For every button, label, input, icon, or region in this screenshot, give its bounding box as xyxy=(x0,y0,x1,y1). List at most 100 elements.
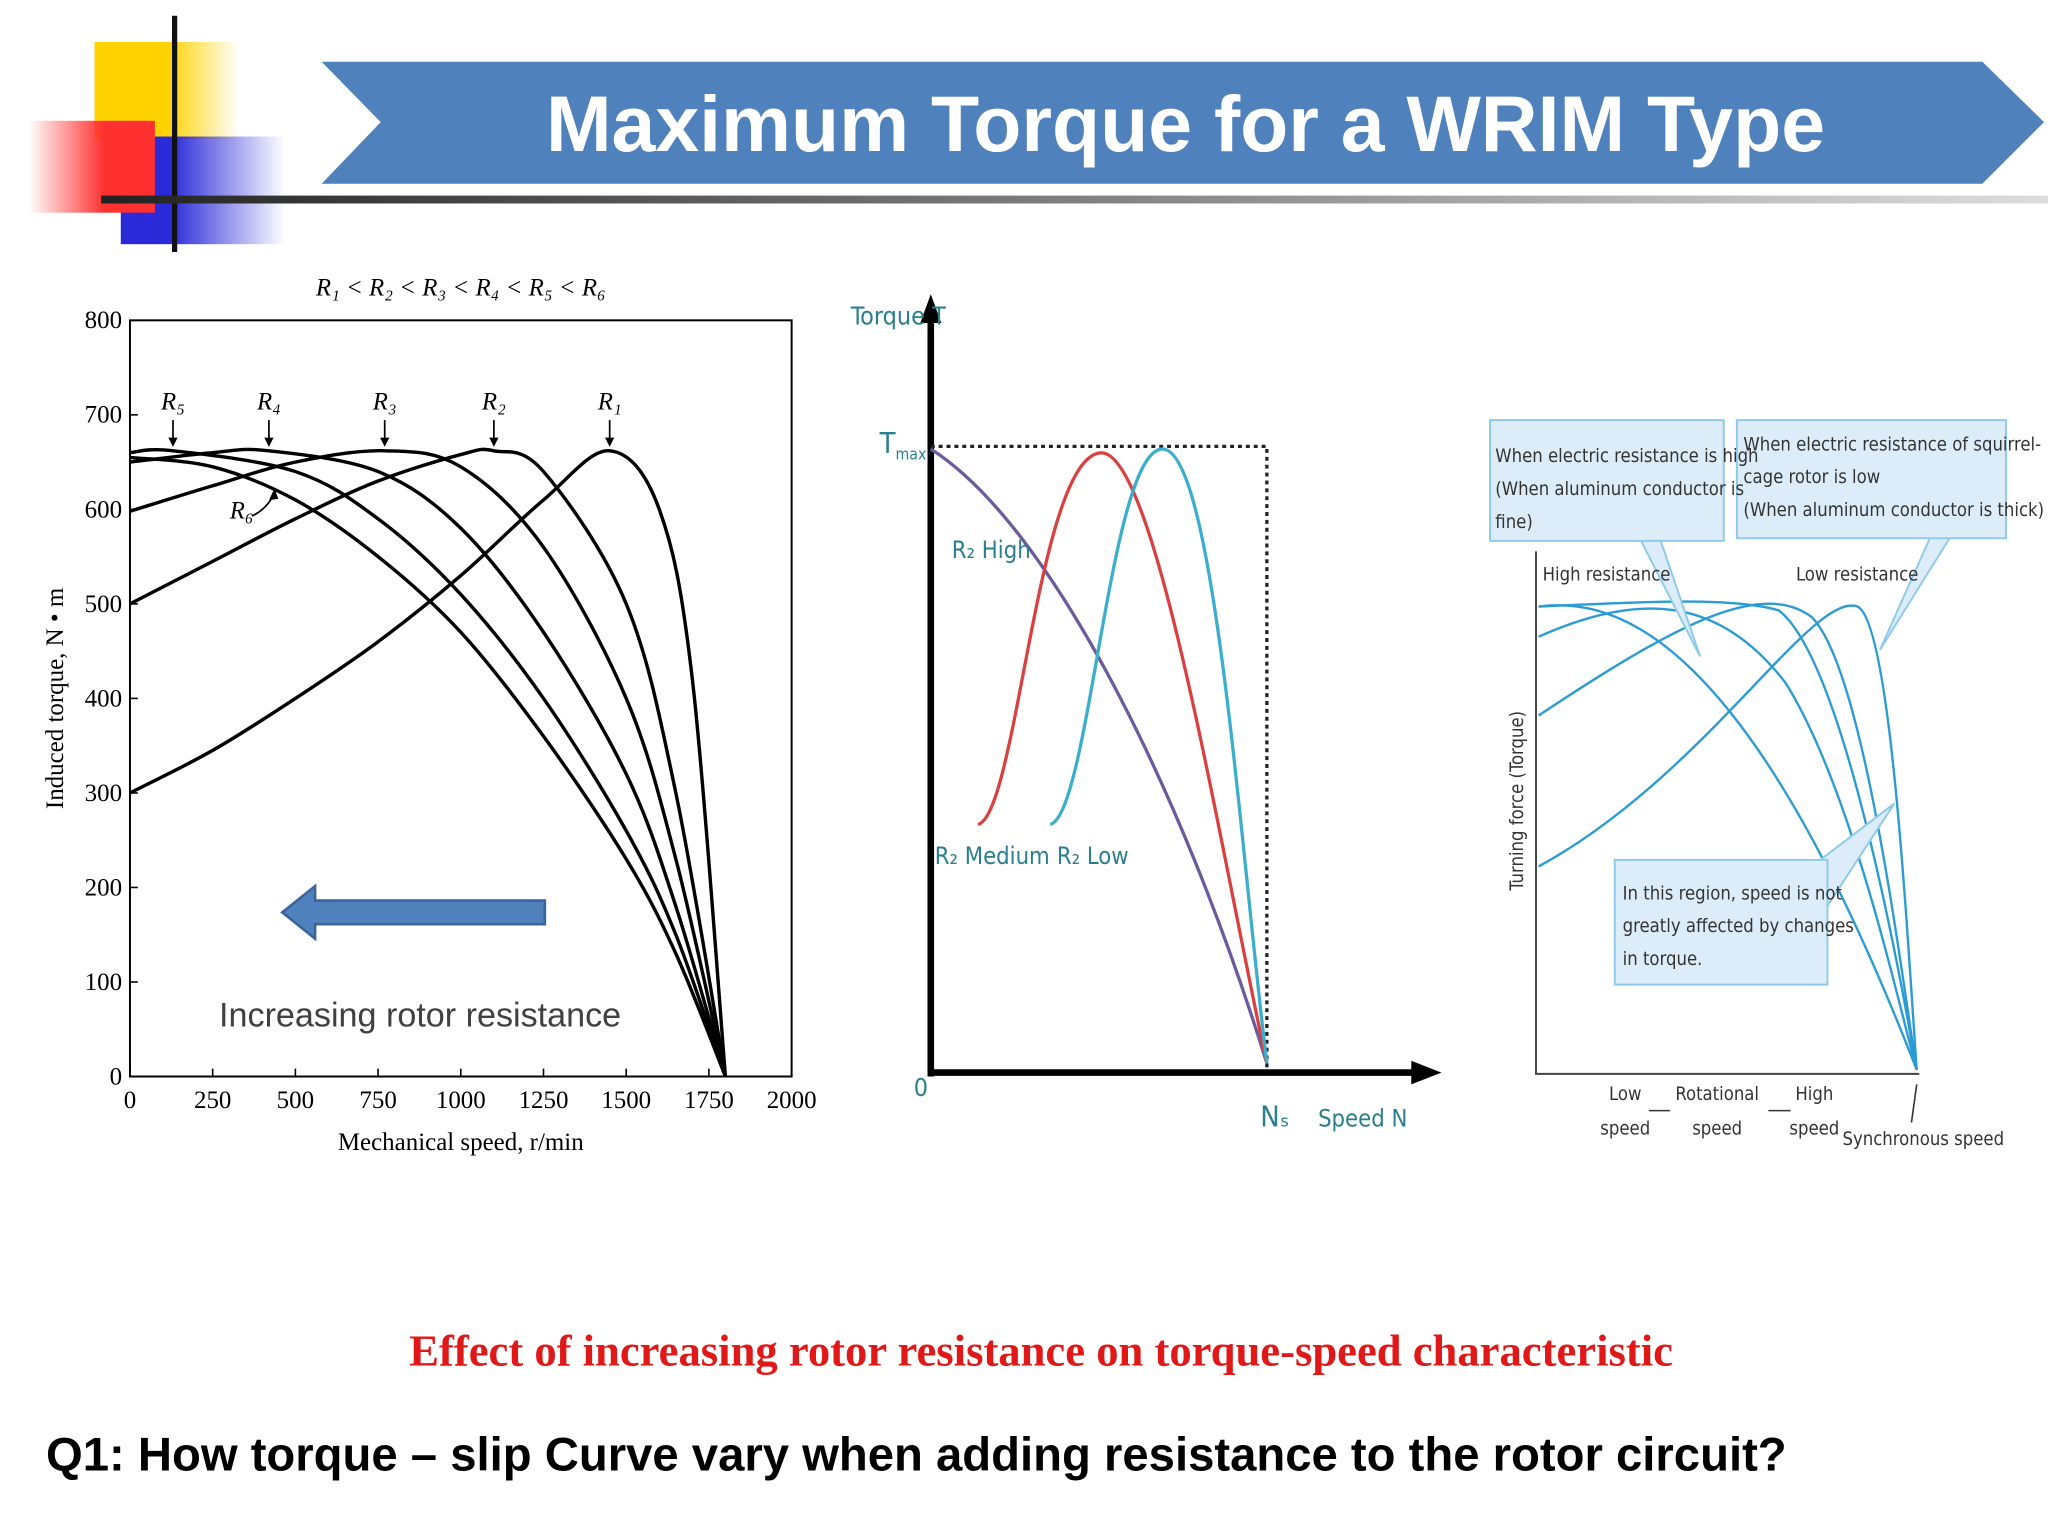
callout-text: fine) xyxy=(1495,512,1533,533)
curve-low xyxy=(1049,447,1269,1064)
label-arrow-head xyxy=(269,488,279,501)
curve xyxy=(1538,600,1918,1071)
callout-pointer xyxy=(1811,802,1896,907)
callout-text: greatly affected by changes xyxy=(1623,916,1854,937)
y-tick-label: 300 xyxy=(85,780,122,807)
torque-diagram: Torque T Tmax R₂ High R₂ Medium R₂ Low 0… xyxy=(850,294,1442,1133)
axes xyxy=(1535,551,1920,1075)
callout-text: In this region, speed is not xyxy=(1623,883,1843,904)
series-label: R₅ xyxy=(160,389,185,416)
curve-high xyxy=(929,447,1269,1064)
y-tick-label: 600 xyxy=(85,496,122,523)
x-label: Rotational xyxy=(1675,1084,1759,1105)
x-tick-label: 1750 xyxy=(684,1087,734,1114)
x-tick-label: 750 xyxy=(359,1087,396,1114)
axis-label: Torque T xyxy=(850,301,946,330)
callout-pointer xyxy=(1879,537,1951,651)
x-axis-label: Mechanical speed, r/min xyxy=(338,1129,584,1156)
resistance-arrow xyxy=(280,883,547,942)
annotation: Increasing rotor resistance xyxy=(219,997,621,1035)
callouts xyxy=(1489,419,2007,986)
y-tick-label: 0 xyxy=(110,1063,122,1090)
deco-rule xyxy=(101,195,2048,204)
x-label: Low xyxy=(1609,1084,1642,1105)
callout-text: (When aluminum conductor is thick) xyxy=(1743,500,2044,521)
torque-speed-chart: R₁ < R₂ < R₃ < R₄ < R₅ < R₆ Mechanical s… xyxy=(42,274,817,1156)
low-resistance: Low resistance xyxy=(1796,564,1918,585)
curve xyxy=(1538,604,1918,1071)
y-tick-label: 100 xyxy=(85,969,122,996)
tmax-symbol: T xyxy=(879,426,896,460)
label-high: R₂ High xyxy=(952,536,1031,564)
callout-text: When electric resistance of squirrel- xyxy=(1743,434,2041,455)
torque-curve xyxy=(129,447,728,1077)
ns-label: Nₛ xyxy=(1260,1099,1289,1133)
series-label: R₆ xyxy=(229,498,254,525)
series-label: R₄ xyxy=(256,389,281,416)
x-tick-label: 1000 xyxy=(436,1087,486,1114)
y-tick-label: 700 xyxy=(85,402,122,429)
x-label: speed xyxy=(1600,1118,1650,1139)
x-tick-label: 2000 xyxy=(767,1087,817,1114)
curve xyxy=(1538,607,1918,1071)
label-pointer-head xyxy=(380,437,390,447)
callout-text: cage rotor is low xyxy=(1743,467,1880,488)
label-pointer-head xyxy=(264,437,274,447)
callout-text: in torque. xyxy=(1623,949,1703,970)
tmax-subscript: max xyxy=(895,444,926,463)
origin-label: 0 xyxy=(914,1073,928,1102)
callout-text: When electric resistance is high xyxy=(1495,446,1758,467)
curve xyxy=(1538,604,1918,1071)
torque-curve xyxy=(129,455,728,1078)
chart-title: R₁ < R₂ < R₃ < R₄ < R₅ < R₆ xyxy=(315,274,606,301)
series-label: R₂ xyxy=(481,389,506,416)
x-label: speed xyxy=(1789,1118,1839,1139)
label-low: R₂ Low xyxy=(1057,842,1129,870)
curves xyxy=(1537,600,1918,1071)
x-axis-arrow xyxy=(1411,1060,1442,1085)
x-tick-label: 1250 xyxy=(519,1087,569,1114)
y-tick-label: 400 xyxy=(85,685,122,712)
callout-box xyxy=(1613,858,1829,986)
tmax-guide xyxy=(930,444,1269,1070)
torque-curve xyxy=(129,447,728,1078)
callout-text: (When aluminum conductor is xyxy=(1495,479,1744,500)
x-label: Synchronous speed xyxy=(1842,1129,2004,1150)
callout-pointer xyxy=(1640,540,1702,657)
x-label: High xyxy=(1795,1084,1833,1105)
torque-curve xyxy=(129,449,728,1077)
x-tick-label: 250 xyxy=(194,1087,231,1114)
x-tick-label: 1500 xyxy=(601,1087,651,1114)
title-banner xyxy=(321,61,2045,184)
x-label: speed xyxy=(1692,1118,1742,1139)
label-pointer-head xyxy=(168,437,178,447)
x-label: Speed N xyxy=(1318,1104,1407,1132)
y-tick-label: 500 xyxy=(85,591,122,618)
slide-title: Maximum Torque for a WRIM Type xyxy=(546,80,1825,168)
series-label: R₃ xyxy=(372,389,397,416)
y-tick-label: 200 xyxy=(85,874,122,901)
callout-box xyxy=(1489,419,1725,542)
y-tick-label: 800 xyxy=(85,307,122,334)
series-label: R₁ xyxy=(597,389,622,416)
torque-curve xyxy=(129,447,728,1077)
callout-box xyxy=(1735,419,2007,540)
question: Q1: How torque – slip Curve vary when ad… xyxy=(46,1428,1787,1481)
caption: Effect of increasing rotor resistance on… xyxy=(409,1325,1673,1375)
curve-medium xyxy=(977,451,1269,1064)
label-pointer-head xyxy=(605,437,615,447)
y-axis-label: Turning force (Torque) xyxy=(1507,711,1528,892)
label-pointer-head xyxy=(489,437,499,447)
label-medium: R₂ Medium xyxy=(935,842,1050,870)
x-arrows xyxy=(1648,1084,1918,1123)
y-axis-arrow xyxy=(920,294,942,323)
tmax-label: Tmax xyxy=(879,426,927,464)
high-resistance: High resistance xyxy=(1543,564,1671,585)
curve xyxy=(1537,602,1918,1071)
torque-curve xyxy=(129,449,728,1077)
x-tick-label: 500 xyxy=(277,1087,314,1114)
x-tick-label: 0 xyxy=(124,1087,136,1114)
resistance-diagram: When electric resistance is high (When a… xyxy=(1489,419,2044,1150)
y-axis-label: Induced torque, N • m xyxy=(42,588,69,809)
